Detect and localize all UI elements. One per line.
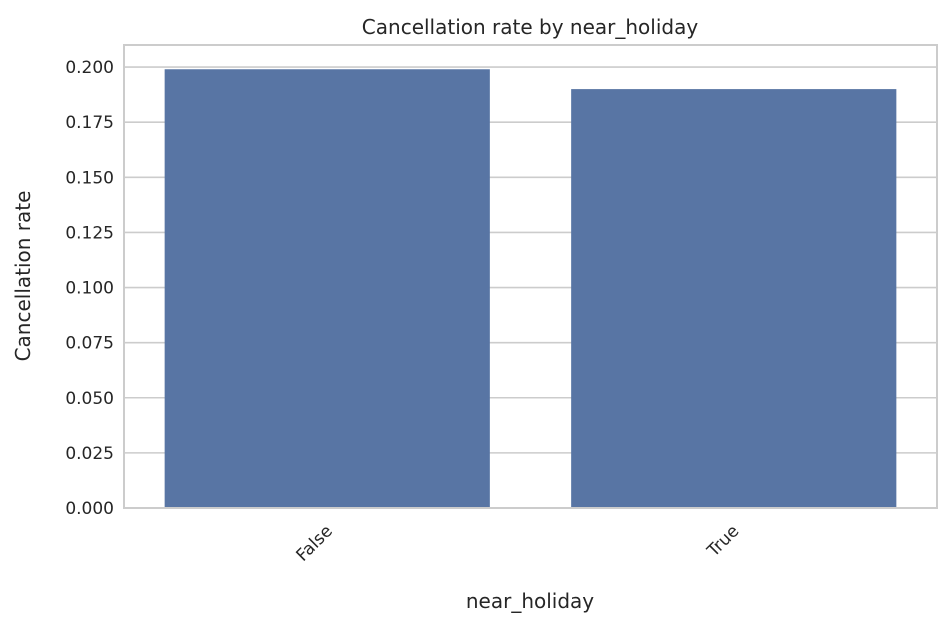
x-tick-labels: False True: [292, 521, 743, 565]
y-tick-label: 0.175: [65, 113, 114, 133]
y-tick-label: 0.000: [65, 499, 114, 519]
y-axis-label: Cancellation rate: [11, 191, 35, 362]
y-tick-label: 0.100: [65, 279, 114, 299]
y-tick-labels: 0.000 0.025 0.050 0.075 0.100 0.125 0.150 0.175…: [65, 58, 114, 519]
plot-frame: [123, 44, 938, 509]
y-tick-label: 0.075: [65, 334, 114, 354]
y-tick-label: 0.150: [65, 168, 114, 188]
bar-true: [571, 89, 897, 508]
y-tick-label: 0.025: [65, 444, 114, 464]
chart-title: Cancellation rate by near_holiday: [362, 15, 699, 39]
bars: [164, 69, 897, 508]
bar-false: [164, 69, 490, 508]
x-axis-label: near_holiday: [466, 589, 594, 613]
y-tick-label: 0.125: [65, 223, 114, 243]
y-tick-label: 0.200: [65, 58, 114, 78]
x-tick-label: True: [703, 521, 743, 561]
x-tick-label: False: [292, 521, 336, 565]
y-tick-label: 0.050: [65, 389, 114, 409]
